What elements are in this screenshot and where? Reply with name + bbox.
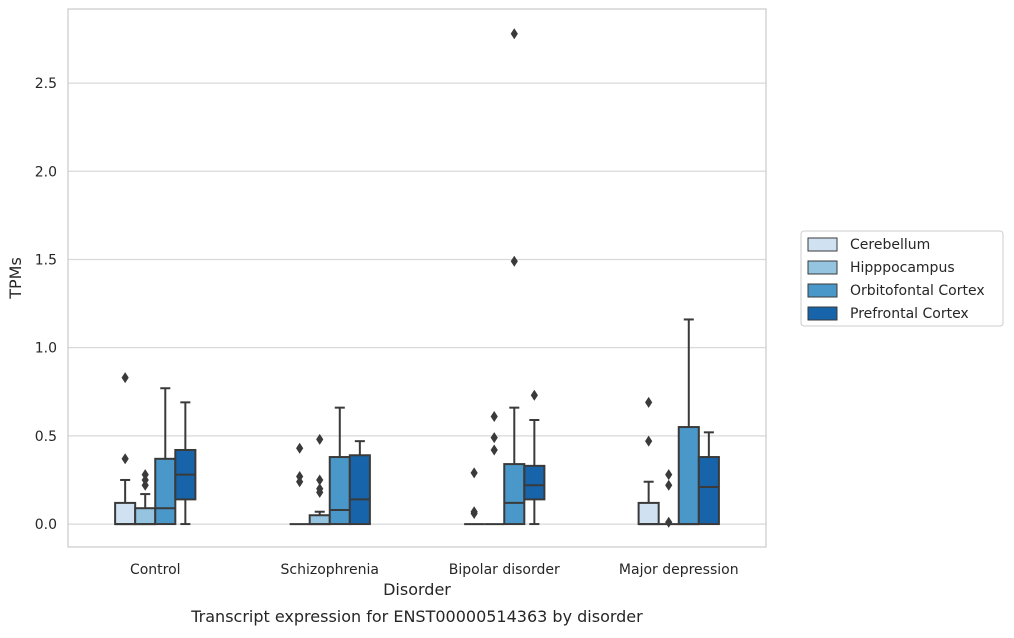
outlier-point [141, 469, 149, 481]
box-body [308, 514, 331, 526]
box-cerebellum [289, 442, 310, 526]
outlier-point [316, 433, 324, 445]
y-axis-label: TPMs [6, 257, 25, 300]
box-body [154, 457, 177, 526]
outlier-point [490, 410, 498, 422]
box-prefrontal-cortex [174, 401, 197, 526]
outlier-point [645, 396, 653, 408]
y-tick-label: 1.5 [35, 252, 57, 268]
box-prefrontal-cortex [348, 440, 371, 526]
box-body [523, 464, 546, 501]
box-prefrontal-cortex [697, 431, 720, 526]
box-body [114, 501, 137, 526]
box-prefrontal-cortex [523, 389, 546, 526]
outlier-point [296, 470, 304, 482]
outlier-point [296, 442, 304, 454]
box-body [503, 463, 526, 526]
outlier-point [645, 435, 653, 447]
legend-swatch [807, 237, 838, 252]
x-tick-label: Schizophrenia [281, 562, 379, 578]
outlier-point [665, 479, 673, 491]
outlier-point [470, 467, 478, 479]
outlier-point [316, 474, 324, 486]
x-axis-label: Disorder [383, 580, 451, 599]
x-tick-labels: Control Schizophrenia Bipolar disorder Majo… [130, 562, 739, 578]
box-body [697, 456, 720, 526]
y-tick-label: 2.5 [35, 76, 57, 92]
legend-label: Prefrontal Cortex [850, 306, 969, 322]
legend-label: Cerebellum [850, 237, 930, 253]
x-tick-label: Major depression [619, 562, 739, 578]
x-tick-label: Bipolar disorder [449, 562, 560, 578]
box-body [328, 456, 351, 526]
plot-frame [67, 8, 767, 548]
outlier-point [490, 432, 498, 444]
legend-frame [800, 230, 1004, 327]
y-tick-label: 0.0 [35, 517, 57, 533]
chart-caption: Transcript expression for ENST0000051436… [190, 607, 643, 626]
y-tick-labels: 0.0 0.5 1.0 1.5 2.0 2.5 [35, 76, 57, 533]
outlier-point [121, 372, 129, 384]
box-orbitofontal-cortex [677, 318, 700, 526]
box-body [677, 426, 700, 526]
y-tick-label: 2.0 [35, 164, 57, 180]
outlier-point [510, 28, 518, 40]
legend-swatch [807, 260, 838, 275]
outlier-point [490, 444, 498, 456]
box-body [637, 501, 660, 526]
outlier-point [510, 255, 518, 267]
box-hipppocampus [658, 469, 679, 528]
outlier-point [665, 469, 673, 481]
legend-swatch [807, 306, 838, 321]
box-body [134, 507, 157, 526]
outlier-point [530, 389, 538, 401]
box-body [348, 454, 371, 526]
box-hipppocampus [134, 469, 157, 526]
box-cerebellum [464, 467, 485, 526]
legend-label: Orbitofontal Cortex [850, 283, 985, 299]
legend: Cerebellum Hipppocampus Orbitofontal Corte… [800, 230, 1004, 327]
box-cerebellum [637, 396, 660, 526]
box-hipppocampus [484, 410, 505, 526]
x-tick-label: Control [130, 562, 181, 578]
outlier-point [470, 506, 478, 518]
legend-label: Hipppocampus [850, 260, 955, 276]
box-cerebellum [114, 372, 137, 526]
y-tick-label: 1.0 [35, 341, 57, 357]
outlier-point [665, 516, 673, 528]
legend-swatch [807, 283, 838, 298]
box-plots [114, 28, 720, 528]
outlier-point [316, 483, 324, 495]
outlier-point [121, 453, 129, 465]
y-tick-label: 0.5 [35, 429, 57, 445]
